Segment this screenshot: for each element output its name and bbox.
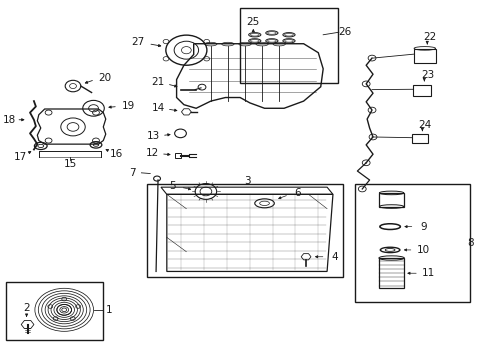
Text: 13: 13 [147,131,160,141]
Text: 5: 5 [170,181,176,191]
Bar [5,282,103,339]
Text: 4: 4 [331,252,338,262]
Bar [414,49,436,63]
Bar [379,258,404,288]
Bar [147,184,343,277]
Text: 8: 8 [467,238,474,248]
Bar [413,85,431,96]
Text: 6: 6 [294,188,301,198]
Text: 19: 19 [122,101,135,111]
Text: 22: 22 [423,32,436,41]
Text: 1: 1 [106,305,113,315]
Bar [379,193,404,207]
Text: 9: 9 [420,222,427,231]
Text: 18: 18 [3,115,16,125]
Text: 24: 24 [418,120,431,130]
Text: 25: 25 [246,17,260,27]
Text: 16: 16 [110,149,123,159]
Text: 10: 10 [417,245,430,255]
Bar [174,153,180,158]
Text: 21: 21 [151,77,165,87]
Text: 26: 26 [339,27,352,36]
Text: 3: 3 [244,176,251,186]
Text: 12: 12 [146,148,159,158]
Bar [355,184,470,302]
Text: 23: 23 [421,70,434,80]
Bar [240,8,338,83]
Bar [412,134,428,143]
Text: 2: 2 [24,303,30,313]
Text: 14: 14 [151,103,165,113]
Text: 15: 15 [63,158,77,168]
Text: 17: 17 [14,152,27,162]
Text: 20: 20 [98,73,111,83]
Text: 11: 11 [422,268,435,278]
Text: 7: 7 [129,168,136,178]
Text: 27: 27 [131,37,144,47]
